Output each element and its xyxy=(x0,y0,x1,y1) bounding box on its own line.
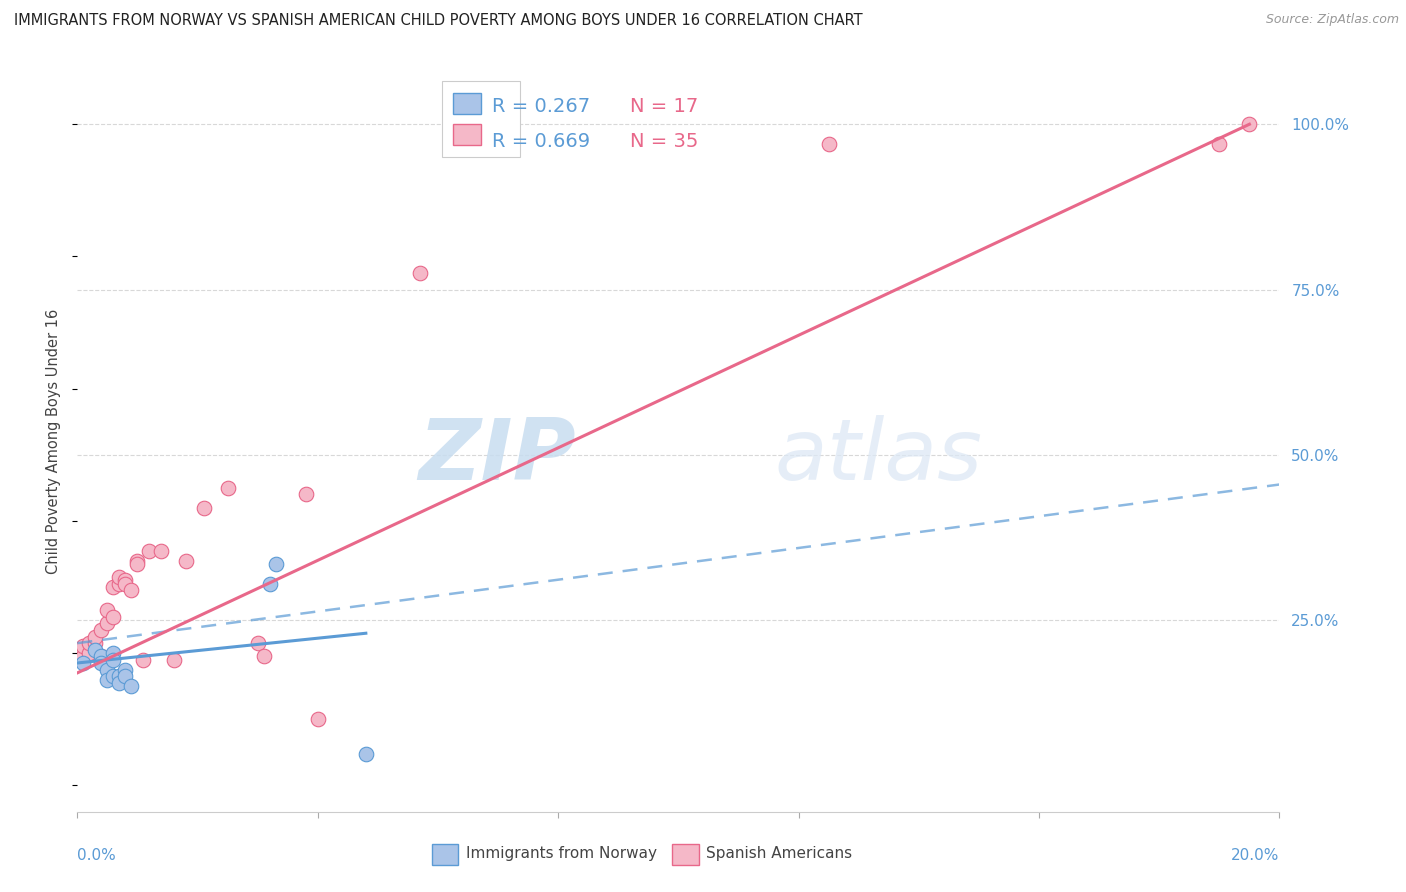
Point xyxy=(108,669,131,683)
Point xyxy=(409,266,432,280)
Point xyxy=(103,609,125,624)
FancyBboxPatch shape xyxy=(432,845,458,865)
Text: R = 0.669: R = 0.669 xyxy=(492,132,591,152)
Point xyxy=(138,543,160,558)
Point xyxy=(96,673,118,687)
Point xyxy=(103,646,125,660)
Point xyxy=(127,553,149,567)
Point xyxy=(264,557,287,571)
Text: Immigrants from Norway: Immigrants from Norway xyxy=(465,847,657,862)
Text: N = 35: N = 35 xyxy=(630,132,699,152)
Point xyxy=(174,553,197,567)
Legend:   ,   : , xyxy=(441,81,520,156)
Point xyxy=(150,543,173,558)
Point xyxy=(72,649,94,664)
Point xyxy=(1208,137,1230,152)
Point xyxy=(114,663,136,677)
Text: 0.0%: 0.0% xyxy=(77,848,117,863)
FancyBboxPatch shape xyxy=(672,845,699,865)
Point xyxy=(96,603,118,617)
Point xyxy=(103,580,125,594)
Point xyxy=(108,576,131,591)
Point xyxy=(84,630,107,644)
Text: Source: ZipAtlas.com: Source: ZipAtlas.com xyxy=(1265,13,1399,27)
Point xyxy=(79,646,101,660)
Point xyxy=(307,712,329,726)
Point xyxy=(72,640,94,654)
Point xyxy=(132,653,155,667)
Text: ZIP: ZIP xyxy=(419,415,576,498)
Point xyxy=(90,656,112,670)
Y-axis label: Child Poverty Among Boys Under 16: Child Poverty Among Boys Under 16 xyxy=(46,309,62,574)
Point xyxy=(114,576,136,591)
Point xyxy=(96,663,118,677)
Point xyxy=(114,669,136,683)
Point xyxy=(120,679,142,693)
Point xyxy=(108,675,131,690)
Text: 20.0%: 20.0% xyxy=(1232,848,1279,863)
Point xyxy=(114,574,136,588)
Text: atlas: atlas xyxy=(775,415,983,498)
Point xyxy=(193,500,215,515)
Point xyxy=(90,649,112,664)
Text: N = 17: N = 17 xyxy=(630,96,699,116)
Point xyxy=(294,487,316,501)
Point xyxy=(253,649,276,664)
Point xyxy=(90,649,112,664)
Point xyxy=(817,137,839,152)
Point xyxy=(246,636,269,650)
Point xyxy=(103,653,125,667)
Point xyxy=(120,583,142,598)
Point xyxy=(127,557,149,571)
Point xyxy=(79,636,101,650)
Text: R = 0.267: R = 0.267 xyxy=(492,96,591,116)
Point xyxy=(439,137,461,152)
Point xyxy=(84,642,107,657)
Point xyxy=(103,669,125,683)
Point xyxy=(96,616,118,631)
Point xyxy=(72,656,94,670)
Point xyxy=(354,747,377,761)
Point xyxy=(162,653,184,667)
Point xyxy=(1239,117,1261,131)
Point xyxy=(84,636,107,650)
Point xyxy=(259,576,281,591)
Text: Spanish Americans: Spanish Americans xyxy=(706,847,852,862)
Point xyxy=(108,570,131,584)
Point xyxy=(90,623,112,637)
Text: IMMIGRANTS FROM NORWAY VS SPANISH AMERICAN CHILD POVERTY AMONG BOYS UNDER 16 COR: IMMIGRANTS FROM NORWAY VS SPANISH AMERIC… xyxy=(14,13,863,29)
Point xyxy=(217,481,239,495)
